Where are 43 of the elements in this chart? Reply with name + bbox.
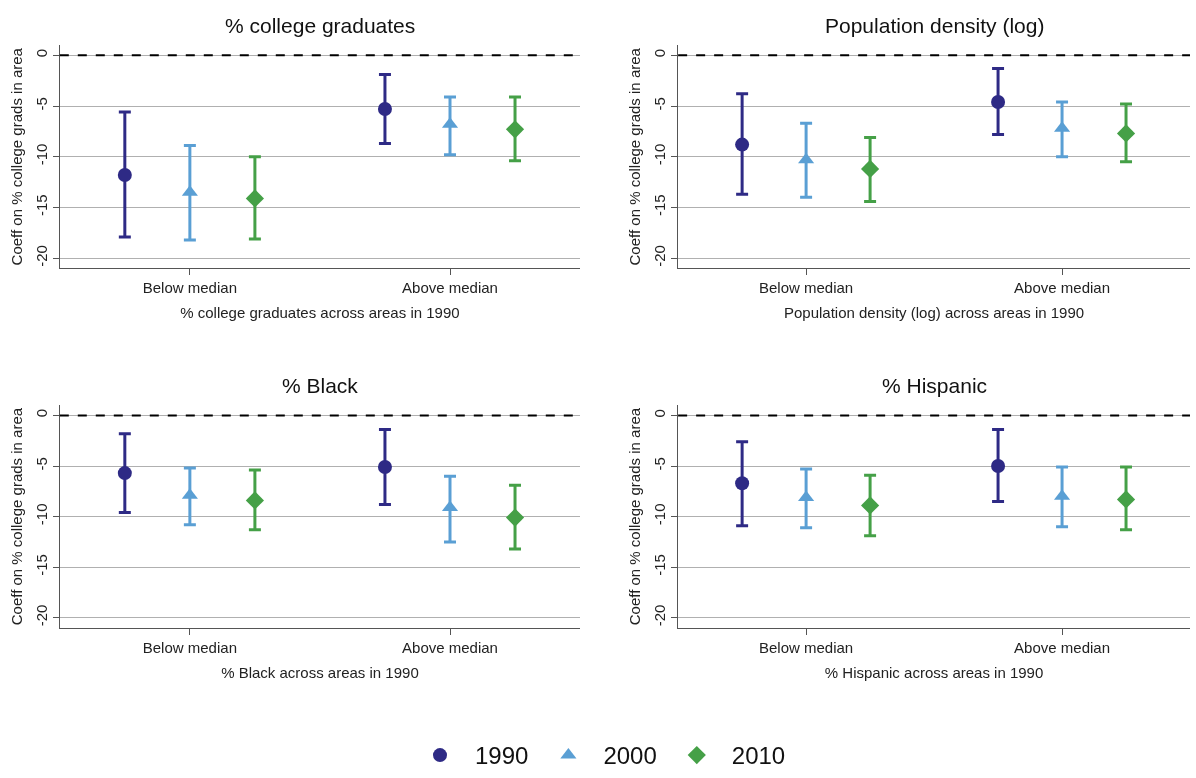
y-axis-title: Coeff on % college grads in area	[626, 47, 644, 266]
y-tick-label: -15	[32, 194, 50, 217]
x-axis-title: % Black across areas in 1990	[221, 663, 419, 681]
x-tick-label: Below median	[142, 638, 237, 656]
x-tick-label: Above median	[402, 279, 498, 297]
x-tick-label: Below median	[142, 279, 237, 297]
y-tick-label: -5	[651, 457, 669, 471]
y-tick-label: -20	[32, 604, 50, 627]
y-tick-label: -5	[32, 97, 50, 111]
y-tick-label: 0	[32, 48, 50, 58]
x-tick-label: Below median	[758, 638, 854, 656]
legend-label: 2010	[731, 742, 786, 770]
x-axis-title: Population density (log) across areas in 1990	[783, 304, 1085, 322]
legend-label: 2000	[603, 742, 657, 770]
x-tick-label: Above median	[402, 638, 498, 656]
y-tick-label: 0	[651, 48, 669, 58]
y-tick-label: -15	[32, 554, 50, 576]
y-tick-label: 0	[32, 409, 50, 418]
y-axis-title: Coeff on % college grads in area	[626, 407, 644, 626]
y-axis-title: Coeff on % college grads in area	[8, 47, 26, 266]
y-tick-label: -5	[651, 97, 669, 111]
y-tick-label: -20	[32, 245, 50, 267]
y-tick-label: -15	[651, 194, 669, 217]
x-tick-label: Below median	[758, 279, 854, 297]
x-axis-title: % Hispanic across areas in 1990	[824, 663, 1044, 681]
y-tick-label: -20	[651, 604, 669, 627]
y-tick-label: -5	[32, 457, 50, 471]
legend-label: 1990	[475, 742, 529, 770]
chart-title: % Black	[282, 374, 359, 397]
x-axis-title: % college graduates across areas in 1990	[180, 304, 460, 322]
chart-title: Population density (log)	[825, 14, 1045, 37]
y-axis-title: Coeff on % college grads in area	[8, 407, 26, 626]
y-tick-label: -10	[32, 143, 50, 166]
chart-title: % Hispanic	[882, 374, 988, 397]
y-tick-label: -20	[651, 245, 669, 267]
y-tick-label: -10	[32, 503, 50, 526]
y-tick-label: -10	[651, 503, 669, 526]
chart-title: % college graduates	[225, 14, 416, 37]
x-tick-label: Above median	[1014, 638, 1111, 656]
y-tick-label: -10	[651, 143, 669, 166]
y-tick-label: -15	[651, 554, 669, 576]
y-tick-label: 0	[651, 409, 669, 418]
x-tick-label: Above median	[1014, 279, 1111, 297]
